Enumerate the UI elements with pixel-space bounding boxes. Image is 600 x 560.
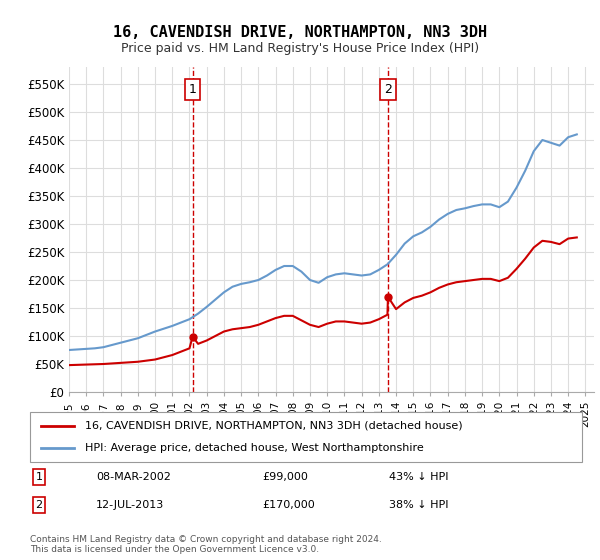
Text: 43% ↓ HPI: 43% ↓ HPI xyxy=(389,472,448,482)
Text: 12-JUL-2013: 12-JUL-2013 xyxy=(96,500,164,510)
Text: £99,000: £99,000 xyxy=(262,472,308,482)
Text: 2: 2 xyxy=(384,83,392,96)
Text: HPI: Average price, detached house, West Northamptonshire: HPI: Average price, detached house, West… xyxy=(85,443,424,453)
FancyBboxPatch shape xyxy=(30,412,582,462)
Text: Price paid vs. HM Land Registry's House Price Index (HPI): Price paid vs. HM Land Registry's House … xyxy=(121,42,479,55)
Text: 1: 1 xyxy=(35,472,43,482)
Text: 1: 1 xyxy=(188,83,197,96)
Text: £170,000: £170,000 xyxy=(262,500,314,510)
Text: 38% ↓ HPI: 38% ↓ HPI xyxy=(389,500,448,510)
Text: 2: 2 xyxy=(35,500,43,510)
Text: 16, CAVENDISH DRIVE, NORTHAMPTON, NN3 3DH: 16, CAVENDISH DRIVE, NORTHAMPTON, NN3 3D… xyxy=(113,25,487,40)
Text: 08-MAR-2002: 08-MAR-2002 xyxy=(96,472,171,482)
Text: Contains HM Land Registry data © Crown copyright and database right 2024.
This d: Contains HM Land Registry data © Crown c… xyxy=(30,535,382,554)
Text: 16, CAVENDISH DRIVE, NORTHAMPTON, NN3 3DH (detached house): 16, CAVENDISH DRIVE, NORTHAMPTON, NN3 3D… xyxy=(85,421,463,431)
